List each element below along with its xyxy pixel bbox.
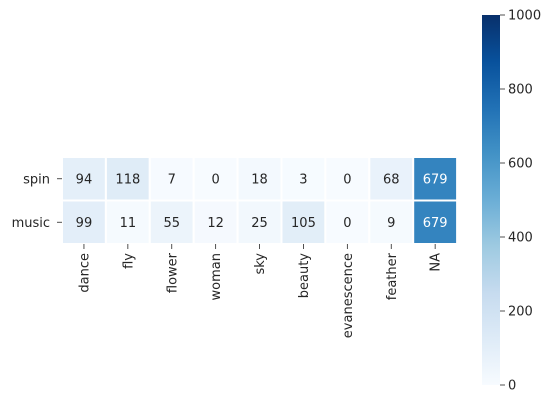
colorbar-tick-label-800: 800: [508, 83, 533, 98]
heatmap-annotations: 94 118 7 0 18 3 0 68 679 99 11 55 12 25 105 0 9 679: [76, 172, 448, 231]
colorbar-tick-label-0: 0: [508, 379, 516, 394]
cell-value-music-dance: 99: [76, 216, 93, 231]
heatmap-cell-music-evanescence: [324, 199, 371, 245]
cell-value-music-flower: 55: [163, 216, 180, 231]
row-label-spin: spin: [23, 172, 50, 187]
colorbar-tick-label-400: 400: [508, 231, 533, 246]
cell-value-music-NA: 679: [423, 216, 448, 231]
cell-value-music-sky: 25: [251, 216, 268, 231]
colorbar-gradient: [482, 15, 500, 385]
column-labels: dance fly flower woman sky beauty evanescence f…: [77, 244, 444, 338]
cell-value-spin-beauty: 3: [299, 172, 307, 187]
cell-value-spin-woman: 0: [212, 172, 220, 187]
cell-value-spin-evanescence: 0: [343, 172, 351, 187]
colorbar-ticks: 0 200 400 600 800 1000: [500, 9, 541, 394]
column-label-NA: NA: [429, 253, 444, 272]
cell-value-music-feather: 9: [387, 216, 395, 231]
cell-value-spin-NA: 679: [423, 172, 448, 187]
colorbar-tick-label-600: 600: [508, 157, 533, 172]
column-label-flower: flower: [165, 252, 180, 293]
colorbar: 0 200 400 600 800 1000: [482, 9, 541, 394]
column-label-woman: woman: [209, 253, 224, 300]
column-label-sky: sky: [253, 253, 268, 275]
cell-value-spin-fly: 118: [115, 172, 140, 187]
heatmap-cell-music-flower: [148, 199, 195, 245]
cell-value-spin-sky: 18: [251, 172, 268, 187]
colorbar-tick-label-1000: 1000: [508, 9, 541, 24]
column-label-feather: feather: [385, 252, 400, 300]
column-label-evanescence: evanescence: [341, 253, 356, 338]
heatmap-cell-spin-feather: [368, 156, 415, 202]
colorbar-tick-label-200: 200: [508, 305, 533, 320]
cell-value-music-beauty: 105: [291, 216, 316, 231]
cell-value-music-evanescence: 0: [343, 216, 351, 231]
cell-value-spin-feather: 68: [383, 172, 400, 187]
heatmap-cells: [61, 156, 459, 245]
column-label-dance: dance: [77, 253, 92, 293]
column-label-fly: fly: [121, 253, 136, 269]
cell-value-music-woman: 12: [207, 216, 224, 231]
column-label-beauty: beauty: [297, 253, 312, 299]
heatmap-cell-music-feather: [368, 199, 415, 245]
cell-value-music-fly: 11: [120, 216, 137, 231]
cell-value-spin-dance: 94: [76, 172, 93, 187]
row-label-music: music: [12, 216, 50, 231]
row-labels: spin music: [12, 172, 62, 231]
cell-value-spin-flower: 7: [168, 172, 176, 187]
